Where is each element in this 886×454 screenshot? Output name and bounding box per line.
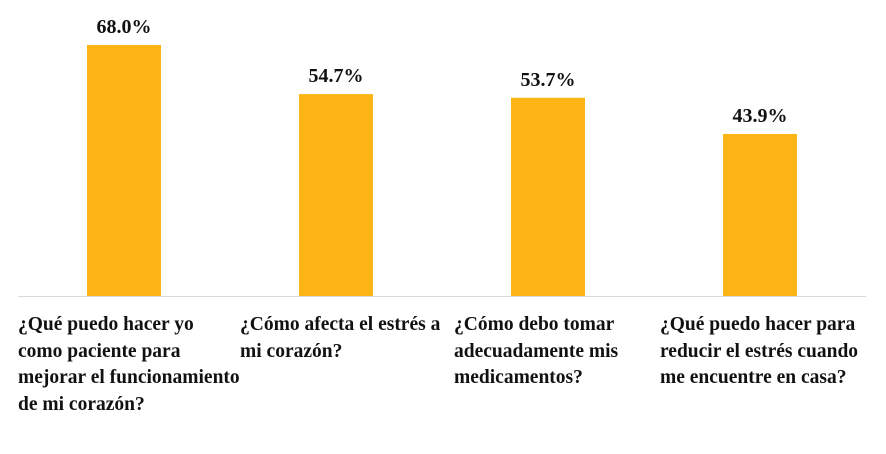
category-label: ¿Cómo debo tomar adecuadamente mis medic…: [454, 314, 619, 388]
data-label: 54.7%: [309, 65, 364, 87]
bar: [299, 94, 373, 296]
data-label: 53.7%: [521, 69, 576, 91]
bar: [511, 97, 585, 297]
category-label: ¿Cómo afecta el estrés a mi corazón?: [240, 314, 441, 362]
category-label: ¿Qué puedo hacer yo como paciente para m…: [18, 314, 240, 415]
bar: [723, 133, 797, 296]
bar: [87, 45, 161, 296]
data-label: 43.9%: [733, 105, 788, 127]
category-label: ¿Qué puedo hacer para reducir el estrés …: [660, 314, 859, 388]
data-label: 68.0%: [97, 16, 152, 38]
